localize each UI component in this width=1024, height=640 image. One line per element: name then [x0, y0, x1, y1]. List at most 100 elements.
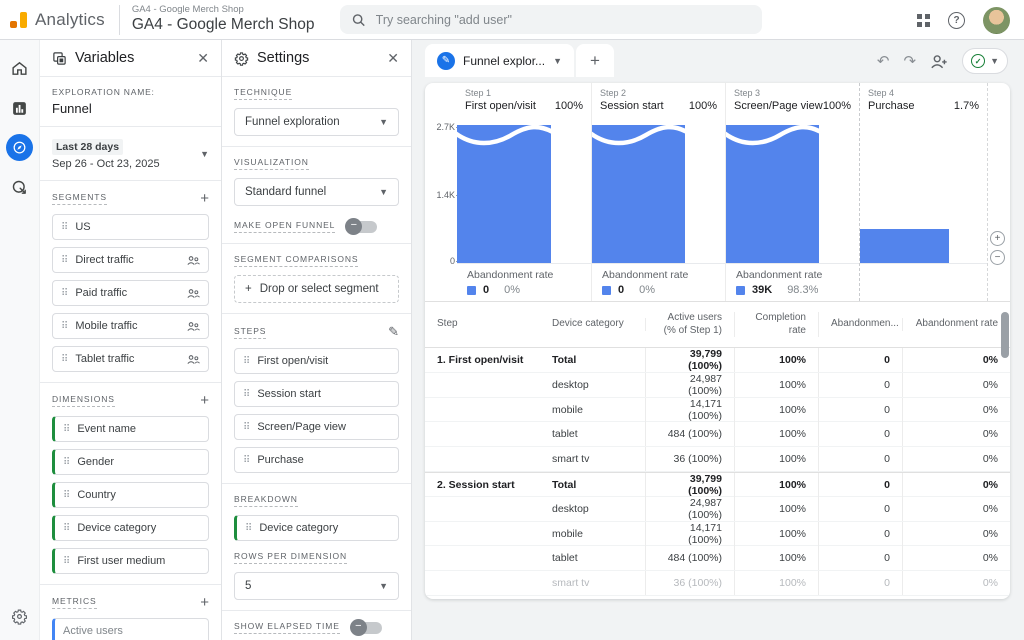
zoom-out-icon[interactable]: −	[990, 250, 1005, 265]
exploration-name-value[interactable]: Funnel	[52, 101, 209, 116]
explore-icon-active[interactable]	[6, 134, 33, 161]
drag-handle-icon[interactable]: ⠿	[63, 523, 70, 534]
table-scrollbar[interactable]	[1001, 312, 1009, 358]
advertising-icon[interactable]	[10, 177, 30, 197]
reports-icon[interactable]	[10, 98, 30, 118]
breakdown-section: BREAKDOWN ⠿Device category ROWS PER DIME…	[222, 484, 411, 611]
drag-handle-icon[interactable]: ⠿	[61, 255, 68, 266]
dimension-chip[interactable]: ⠿First user medium	[52, 548, 209, 574]
exploration-name-section[interactable]: EXPLORATION NAME: Funnel	[40, 77, 221, 127]
table-row[interactable]: desktop24,987 (100%)100%00%	[425, 373, 1010, 398]
cell: 484 (100%)	[646, 422, 735, 446]
funnel-bar[interactable]	[726, 125, 819, 263]
drag-handle-icon[interactable]: ⠿	[63, 424, 70, 435]
save-status-button[interactable]: ✓ ▼	[962, 48, 1008, 74]
funnel-step-column-3: Step 3 Screen/Page view100% Abandonment …	[725, 83, 859, 301]
global-search[interactable]	[340, 5, 762, 34]
close-icon[interactable]: ✕	[387, 50, 399, 67]
undo-icon[interactable]: ↶	[877, 52, 890, 70]
step-chip[interactable]: ⠿Session start	[234, 381, 399, 407]
add-tab-button[interactable]: +	[576, 44, 614, 77]
dimension-chip[interactable]: ⠿Device category	[52, 515, 209, 541]
table-row[interactable]: 2. Session startTotal39,799 (100%)100%00…	[425, 472, 1010, 497]
legend-swatch	[602, 286, 611, 295]
zoom-in-icon[interactable]: +	[990, 231, 1005, 246]
people-icon	[187, 255, 200, 266]
breakdown-label: BREAKDOWN	[234, 494, 298, 507]
close-icon[interactable]: ✕	[197, 50, 209, 67]
open-funnel-toggle[interactable]: −	[347, 221, 377, 233]
table-row[interactable]: smart tv36 (100%)100%00%	[425, 571, 1010, 596]
step-label: First open/visit	[257, 355, 390, 367]
drag-handle-icon[interactable]: ⠿	[243, 455, 250, 466]
technique-select[interactable]: Funnel exploration▼	[234, 108, 399, 136]
funnel-bar[interactable]	[860, 229, 949, 263]
add-dimension-icon[interactable]: +	[200, 393, 209, 408]
step-pct: 100%	[823, 100, 851, 112]
segment-comparisons-section: SEGMENT COMPARISONS +Drop or select segm…	[222, 244, 411, 314]
table-row[interactable]: desktop24,987 (100%)100%00%	[425, 497, 1010, 522]
table-row[interactable]: mobile14,171 (100%)100%00%	[425, 398, 1010, 423]
chevron-down-icon: ▼	[379, 187, 388, 197]
dimension-chip[interactable]: ⠿Country	[52, 482, 209, 508]
drag-handle-icon[interactable]: ⠿	[243, 389, 250, 400]
drag-handle-icon[interactable]: ⠿	[63, 556, 70, 567]
segment-chip[interactable]: ⠿Tablet traffic	[52, 346, 209, 372]
col-header-abandonments: Abandonmen...	[819, 318, 903, 331]
tab-funnel-exploration[interactable]: ✎ Funnel explor... ▼	[425, 44, 574, 77]
segment-drop-zone[interactable]: +Drop or select segment	[234, 275, 399, 303]
search-input[interactable]	[376, 13, 751, 27]
funnel-bar[interactable]	[457, 125, 551, 263]
drag-handle-icon[interactable]: ⠿	[243, 422, 250, 433]
edit-steps-icon[interactable]: ✎	[388, 324, 399, 340]
admin-gear-icon[interactable]	[10, 606, 30, 626]
property-switcher[interactable]: GA4 - Google Merch Shop GA4 - Google Mer…	[132, 5, 315, 34]
table-row[interactable]: mobile14,171 (100%)100%00%	[425, 522, 1010, 547]
share-add-user-icon[interactable]	[930, 54, 948, 69]
date-range-value: Sep 26 - Oct 23, 2025	[52, 158, 160, 170]
drag-handle-icon[interactable]: ⠿	[63, 457, 70, 468]
home-icon[interactable]	[10, 58, 30, 78]
table-row[interactable]: tablet484 (100%)100%00%	[425, 422, 1010, 447]
table-row[interactable]: smart tv36 (100%)100%00%	[425, 447, 1010, 472]
elapsed-time-toggle[interactable]: −	[352, 622, 382, 634]
drag-handle-icon[interactable]: ⠿	[61, 222, 68, 233]
step-chip[interactable]: ⠿ First open/visit	[234, 348, 399, 374]
divider	[119, 5, 120, 35]
drag-handle-icon[interactable]: ⠿	[243, 356, 250, 367]
table-row[interactable]: tablet484 (100%)100%00%	[425, 546, 1010, 571]
step-name: First open/visit	[465, 100, 536, 112]
metric-chip[interactable]: Active users	[52, 618, 209, 640]
google-apps-icon[interactable]	[917, 14, 930, 27]
step-chip[interactable]: ⠿Screen/Page view	[234, 414, 399, 440]
segment-chip[interactable]: ⠿Direct traffic	[52, 247, 209, 273]
table-row[interactable]: 1. First open/visitTotal39,799 (100%)100…	[425, 348, 1010, 373]
segment-chip[interactable]: ⠿Paid traffic	[52, 280, 209, 306]
add-metric-icon[interactable]: +	[200, 595, 209, 610]
drag-handle-icon[interactable]: ⠿	[61, 288, 68, 299]
drag-handle-icon[interactable]: ⠿	[61, 354, 68, 365]
segment-chip[interactable]: ⠿Mobile traffic	[52, 313, 209, 339]
date-range-section[interactable]: Last 28 days Sep 26 - Oct 23, 2025 ▼	[40, 127, 221, 181]
drag-handle-icon[interactable]: ⠿	[245, 523, 252, 534]
avatar[interactable]	[983, 7, 1010, 34]
pencil-icon: ✎	[437, 52, 455, 70]
segment-chip[interactable]: ⠿US	[52, 214, 209, 240]
cell: 100%	[735, 522, 819, 546]
step-pct: 100%	[689, 100, 717, 112]
dimension-chip[interactable]: ⠿Event name	[52, 416, 209, 442]
funnel-bar[interactable]	[592, 125, 685, 263]
dimension-chip[interactable]: ⠿Gender	[52, 449, 209, 475]
chevron-down-icon[interactable]: ▼	[200, 149, 209, 159]
rows-per-dimension-select[interactable]: 5▼	[234, 572, 399, 600]
help-icon[interactable]: ?	[948, 12, 965, 29]
step-chip[interactable]: ⠿Purchase	[234, 447, 399, 473]
drag-handle-icon[interactable]: ⠿	[61, 321, 68, 332]
chevron-down-icon: ▼	[990, 56, 999, 66]
breakdown-chip[interactable]: ⠿Device category	[234, 515, 399, 541]
chevron-down-icon[interactable]: ▼	[553, 56, 562, 66]
drag-handle-icon[interactable]: ⠿	[63, 490, 70, 501]
redo-icon[interactable]: ↷	[904, 52, 917, 70]
visualization-select[interactable]: Standard funnel▼	[234, 178, 399, 206]
add-segment-icon[interactable]: +	[200, 191, 209, 206]
